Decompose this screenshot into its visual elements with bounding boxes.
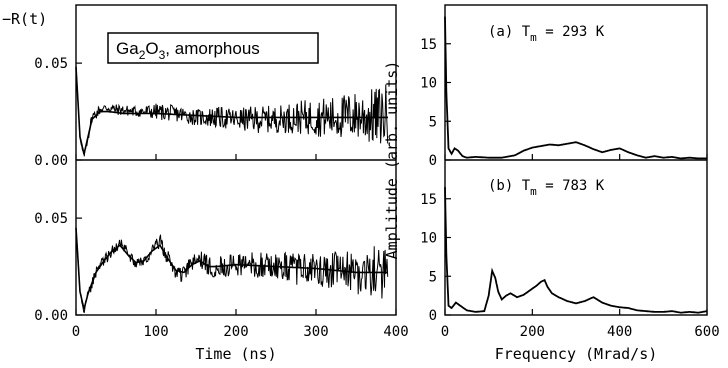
- left-top-y-tick-label-0: 0.00: [34, 153, 68, 169]
- left-x-tick-label-1: 100: [143, 324, 168, 340]
- right-x-tick-label-2: 400: [607, 324, 632, 340]
- right-top-y-tick-label-2: 10: [420, 76, 437, 92]
- right-bottom-y-tick-label-1: 5: [429, 269, 437, 285]
- panel-a-label: (a) Tm = 293 K: [488, 24, 605, 44]
- material-label-box: Ga2O3, amorphous: [107, 32, 319, 64]
- right-x-tick-label-3: 600: [694, 324, 719, 340]
- material-label: Ga2O3, amorphous: [116, 39, 260, 62]
- right-bottom-y-tick-label-2: 10: [420, 231, 437, 247]
- right-top-y-tick-label-0: 0: [429, 153, 437, 169]
- left-x-tick-label-2: 200: [223, 324, 248, 340]
- left-top-data-series: [75, 64, 389, 157]
- right-bottom-y-tick-label-0: 0: [429, 308, 437, 324]
- left-x-tick-label-0: 0: [72, 324, 80, 340]
- right-y-axis-label: Amplitude (arb. units): [383, 61, 401, 260]
- right-bottom-y-tick-label-3: 15: [420, 192, 437, 208]
- right-top-spectrum: [444, 16, 707, 160]
- material-label-sub2: 2: [139, 48, 146, 62]
- material-label-rest: , amorphous: [165, 39, 260, 58]
- left-top-y-tick-label-1: 0.05: [34, 56, 68, 72]
- left-y-axis-label: −R(t): [2, 10, 47, 28]
- left-x-tick-label-4: 400: [383, 324, 408, 340]
- material-label-ga: Ga: [116, 39, 139, 58]
- left-top-fit-curve: [75, 66, 388, 155]
- right-bottom-spectrum: [444, 187, 708, 314]
- right-x-tick-label-0: 0: [441, 324, 449, 340]
- left-x-axis-label: Time (ns): [195, 345, 276, 363]
- panel-b-label-prefix: (b) T: [488, 178, 531, 194]
- left-bottom-fit-curve: [75, 227, 388, 310]
- left-bottom-y-tick-label-1: 0.05: [34, 211, 68, 227]
- material-label-o: O: [145, 39, 158, 58]
- panel-b-label-suffix: = 783 K: [537, 178, 605, 194]
- right-top-y-tick-label-1: 5: [429, 114, 437, 130]
- right-x-tick-label-1: 200: [520, 324, 545, 340]
- panel-b-label: (b) Tm = 783 K: [488, 178, 605, 198]
- material-label-frame: [107, 32, 319, 64]
- right-x-axis-label: Frequency (Mrad/s): [495, 345, 658, 363]
- panel-a-label-suffix: = 293 K: [537, 24, 605, 40]
- panel-a-label-sub: m: [530, 31, 537, 44]
- panel-a-label-prefix: (a) T: [488, 24, 531, 40]
- panel-b-label-sub: m: [530, 185, 537, 198]
- material-label-sub3: 3: [159, 48, 166, 62]
- right-top-y-tick-label-3: 15: [420, 37, 437, 53]
- left-x-tick-label-3: 300: [303, 324, 328, 340]
- left-bottom-y-tick-label-0: 0.00: [34, 308, 68, 324]
